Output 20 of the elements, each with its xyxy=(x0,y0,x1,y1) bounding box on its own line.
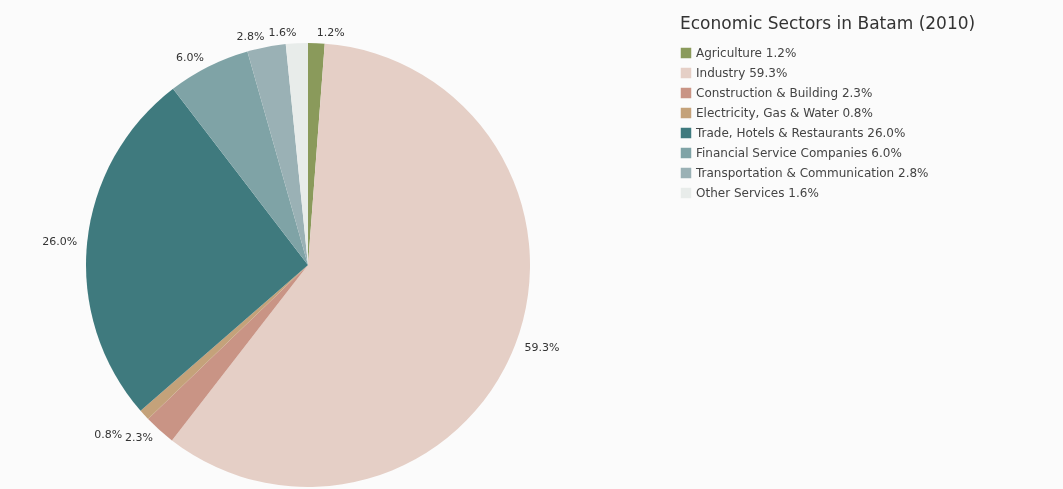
legend-label: Industry 59.3% xyxy=(696,66,788,80)
data-label: 0.8% xyxy=(94,428,123,442)
data-label: 6.0% xyxy=(176,50,204,64)
legend-label: Financial Service Companies 6.0% xyxy=(696,146,902,160)
data-label: 59.3% xyxy=(524,341,560,355)
data-label: 26.0% xyxy=(42,234,78,248)
data-label: 1.6% xyxy=(268,26,297,40)
pie-slice xyxy=(86,88,308,411)
data-label: 2.8% xyxy=(236,30,265,44)
legend-label: Electricity, Gas & Water 0.8% xyxy=(696,106,873,120)
legend-label: Trade, Hotels & Restaurants 26.0% xyxy=(695,126,906,140)
data-label: 2.3% xyxy=(124,430,153,444)
legend-label: Other Services 1.6% xyxy=(696,186,819,200)
legend-label: Agriculture 1.2% xyxy=(696,46,797,60)
legend-label: Transportation & Communication 2.8% xyxy=(695,166,929,180)
legend-title: Economic Sectors in Batam (2010) xyxy=(680,13,976,33)
pie-slice xyxy=(247,44,308,265)
pie-slice xyxy=(173,51,308,265)
legend-label: Construction & Building 2.3% xyxy=(696,86,873,100)
data-label: 1.2% xyxy=(316,26,345,40)
